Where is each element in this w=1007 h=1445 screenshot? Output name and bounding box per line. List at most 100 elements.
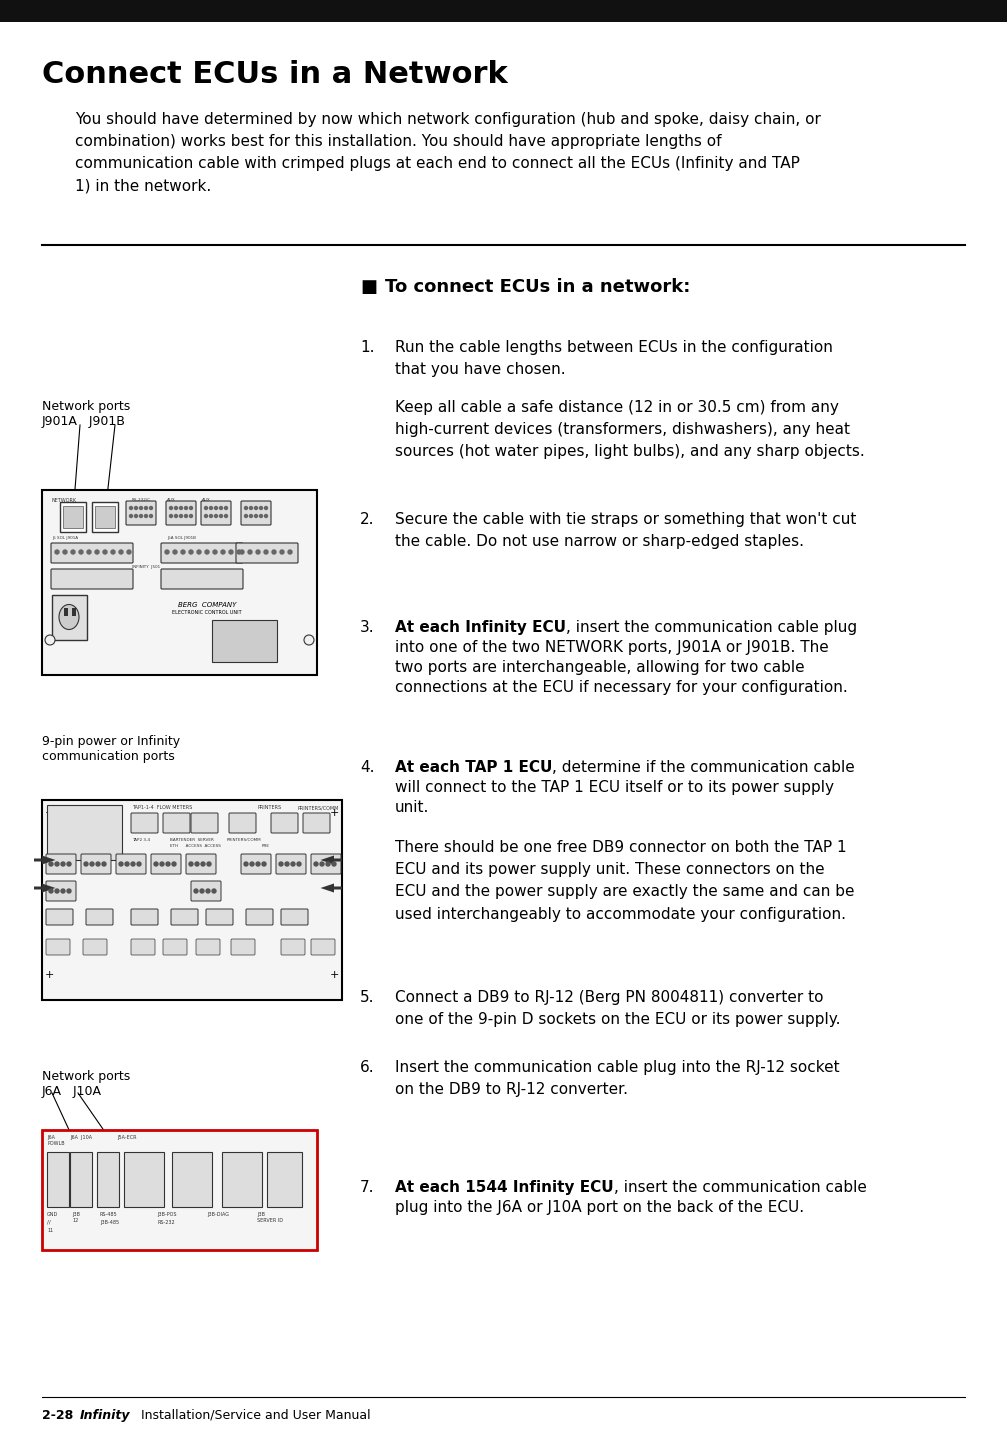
Circle shape — [265, 507, 268, 510]
FancyArrow shape — [34, 883, 55, 893]
Text: RS-232/C
J52-B: RS-232/C J52-B — [132, 499, 151, 507]
Text: BERG  COMPANY: BERG COMPANY — [178, 603, 237, 608]
Text: plug into the J6A or J10A port on the back of the ECU.: plug into the J6A or J10A port on the ba… — [395, 1199, 805, 1215]
Text: J6A   J10A: J6A J10A — [42, 1085, 102, 1098]
FancyBboxPatch shape — [241, 501, 271, 525]
Circle shape — [55, 551, 59, 553]
Circle shape — [248, 551, 252, 553]
FancyBboxPatch shape — [186, 854, 215, 874]
Circle shape — [204, 514, 207, 517]
Text: GND: GND — [47, 1212, 58, 1217]
Bar — [97, 1152, 119, 1207]
FancyBboxPatch shape — [46, 854, 76, 874]
Text: +: + — [330, 970, 339, 980]
Circle shape — [265, 514, 268, 517]
FancyBboxPatch shape — [81, 854, 111, 874]
Circle shape — [209, 507, 212, 510]
Bar — [47, 1152, 69, 1207]
Circle shape — [63, 551, 67, 553]
Circle shape — [189, 514, 192, 517]
Text: , insert the communication cable plug: , insert the communication cable plug — [566, 620, 857, 634]
FancyArrow shape — [320, 855, 342, 864]
Text: There should be one free DB9 connector on both the TAP 1
ECU and its power suppl: There should be one free DB9 connector o… — [395, 840, 855, 922]
FancyBboxPatch shape — [191, 881, 221, 902]
Circle shape — [197, 551, 201, 553]
Text: J3B-POS: J3B-POS — [157, 1212, 176, 1217]
Circle shape — [111, 551, 115, 553]
Circle shape — [169, 514, 172, 517]
Text: Infinity: Infinity — [80, 1409, 131, 1422]
FancyBboxPatch shape — [303, 814, 330, 832]
Circle shape — [220, 507, 223, 510]
FancyBboxPatch shape — [83, 939, 107, 955]
Bar — [71, 608, 76, 616]
FancyBboxPatch shape — [46, 881, 76, 902]
Circle shape — [245, 507, 248, 510]
Circle shape — [95, 551, 99, 553]
Circle shape — [214, 507, 218, 510]
Circle shape — [174, 514, 177, 517]
Circle shape — [165, 551, 169, 553]
Circle shape — [237, 551, 241, 553]
Circle shape — [173, 551, 177, 553]
FancyBboxPatch shape — [161, 543, 243, 564]
FancyBboxPatch shape — [201, 501, 231, 525]
Circle shape — [240, 551, 244, 553]
Text: PRINTERS/COMM: PRINTERS/COMM — [297, 805, 338, 811]
Bar — [95, 506, 115, 527]
Circle shape — [174, 507, 177, 510]
FancyBboxPatch shape — [229, 814, 256, 832]
Circle shape — [125, 863, 129, 866]
Text: J901A   J901B: J901A J901B — [42, 415, 126, 428]
Circle shape — [131, 863, 135, 866]
Circle shape — [49, 889, 53, 893]
Circle shape — [45, 634, 55, 644]
Circle shape — [209, 514, 212, 517]
Circle shape — [135, 507, 138, 510]
Bar — [42, 1130, 317, 1250]
FancyBboxPatch shape — [126, 501, 156, 525]
FancyBboxPatch shape — [161, 569, 243, 590]
Circle shape — [166, 863, 170, 866]
Text: communication ports: communication ports — [42, 750, 175, 763]
Circle shape — [154, 863, 158, 866]
FancyBboxPatch shape — [151, 854, 181, 874]
Text: two ports are interchangeable, allowing for two cable: two ports are interchangeable, allowing … — [395, 660, 805, 675]
Text: +: + — [330, 808, 339, 818]
Circle shape — [84, 863, 88, 866]
Circle shape — [200, 889, 204, 893]
Ellipse shape — [59, 604, 79, 630]
FancyBboxPatch shape — [236, 543, 298, 564]
Text: AUX: AUX — [202, 499, 210, 501]
Text: 5.: 5. — [359, 990, 375, 1006]
Text: Run the cable lengths between ECUs in the configuration
that you have chosen.: Run the cable lengths between ECUs in th… — [395, 340, 833, 377]
Circle shape — [260, 507, 263, 510]
Circle shape — [291, 863, 295, 866]
Text: , determine if the communication cable: , determine if the communication cable — [553, 760, 855, 775]
Circle shape — [90, 863, 94, 866]
Text: 9-pin power or Infinity: 9-pin power or Infinity — [42, 736, 180, 749]
Circle shape — [189, 863, 193, 866]
Text: J5 SOL J901A: J5 SOL J901A — [52, 536, 79, 540]
Circle shape — [140, 507, 143, 510]
Circle shape — [179, 514, 182, 517]
FancyBboxPatch shape — [131, 939, 155, 955]
Bar — [267, 1152, 302, 1207]
FancyBboxPatch shape — [191, 814, 218, 832]
Text: 2-28: 2-28 — [42, 1409, 82, 1422]
Circle shape — [149, 514, 152, 517]
FancyArrow shape — [34, 855, 55, 864]
FancyBboxPatch shape — [241, 854, 271, 874]
Text: TAP1-1-4  FLOW METERS: TAP1-1-4 FLOW METERS — [132, 805, 192, 811]
Circle shape — [221, 551, 225, 553]
Circle shape — [250, 507, 253, 510]
Bar — [64, 608, 68, 616]
Text: J5A-ECR: J5A-ECR — [117, 1134, 137, 1140]
FancyBboxPatch shape — [196, 939, 220, 955]
Circle shape — [184, 514, 187, 517]
Text: 11: 11 — [47, 1228, 53, 1233]
FancyBboxPatch shape — [206, 909, 233, 925]
Text: BARTENDER  SERVER: BARTENDER SERVER — [170, 838, 213, 842]
FancyBboxPatch shape — [163, 939, 187, 955]
Text: +: + — [45, 970, 54, 980]
